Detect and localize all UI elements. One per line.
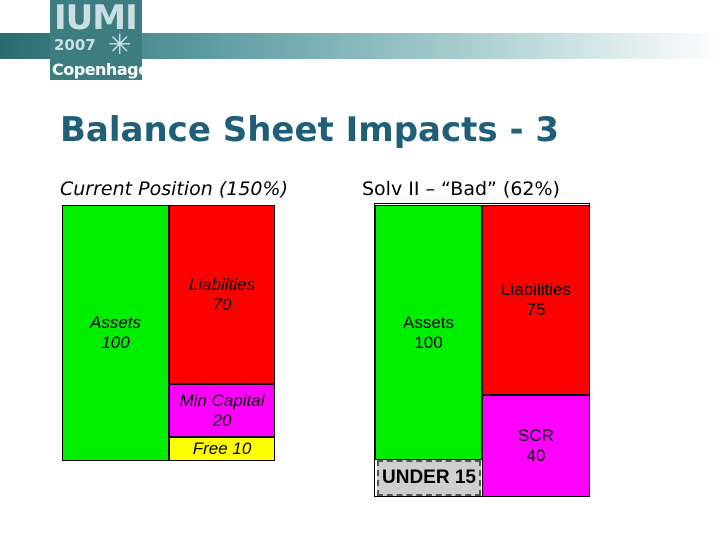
right-liabilities-label: Liabilities 75 [501,280,571,319]
iumi-logo: IUMI 2007 ✳ Copenhagen [50,0,160,80]
logo-year-text: 2007 [54,36,96,54]
left-assets-block: Assets 100 [62,205,169,461]
logo-city-text: Copenhagen [52,60,160,79]
right-under-block: UNDER 15 [377,460,481,496]
right-scr-block: SCR 40 [482,395,590,497]
compass-star-icon: ✳ [108,28,132,61]
right-assets-block: Assets 100 [375,205,482,460]
slide-title: Balance Sheet Impacts - 3 [60,110,560,150]
left-heading: Current Position (150%) [60,178,288,200]
left-min-capital-label: Min Capital 20 [179,390,265,430]
left-min-capital-block: Min Capital 20 [169,384,275,437]
left-assets-label: Assets 100 [89,313,142,352]
right-scr-label: SCR 40 [518,426,554,465]
logo-main-text: IUMI [54,0,138,38]
left-free-block: Free 10 [169,437,275,461]
left-liabilities-label: Liabilties 70 [188,274,256,314]
right-heading: Solv II – “Bad” (62%) [362,178,560,200]
left-liabilities-block: Liabilties 70 [169,205,275,384]
right-assets-label: Assets 100 [402,312,455,352]
left-free-label: Free 10 [192,439,252,458]
right-liabilities-block: Liabilities 75 [482,205,590,395]
